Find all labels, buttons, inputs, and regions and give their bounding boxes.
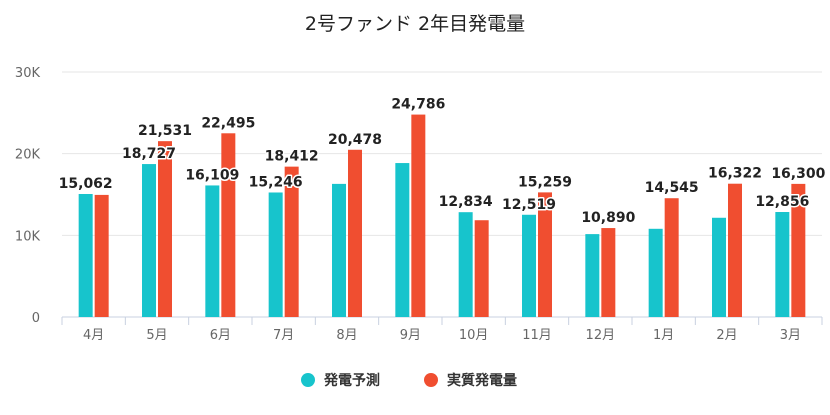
bar — [458, 212, 473, 317]
x-tick-label: 6月 — [210, 328, 231, 343]
x-tick-label: 2月 — [716, 328, 737, 343]
x-tick-label: 5月 — [146, 328, 167, 343]
bar — [332, 183, 346, 317]
data-label: 21,531 — [138, 123, 192, 139]
bar — [712, 217, 726, 317]
bar — [158, 141, 172, 317]
data-label: 16,322 — [708, 166, 762, 182]
legend-swatch — [424, 373, 438, 387]
bar — [728, 183, 742, 317]
bar — [142, 164, 156, 317]
data-label: 12,519 — [502, 197, 556, 213]
data-label: 12,856 — [755, 194, 809, 210]
x-tick-label: 12月 — [586, 328, 616, 343]
data-label: 10,890 — [581, 210, 635, 226]
bar — [601, 228, 616, 317]
data-label: 15,062 — [59, 176, 113, 192]
bar — [284, 166, 299, 317]
bar — [474, 220, 489, 317]
data-label: 18,727 — [122, 146, 176, 162]
y-tick-label: 30K — [15, 66, 41, 81]
x-tick-label: 7月 — [273, 328, 294, 343]
chart-title: 2号ファンド 2年目発電量 — [305, 13, 525, 35]
bar — [775, 212, 790, 317]
data-label: 24,786 — [391, 97, 445, 113]
legend-label: 発電予測 — [323, 372, 380, 389]
data-label: 16,109 — [185, 167, 239, 183]
bar — [78, 193, 93, 317]
bar — [221, 133, 236, 317]
x-tick-label: 3月 — [780, 328, 801, 343]
bar — [411, 114, 426, 318]
data-label: 22,495 — [201, 115, 255, 131]
data-label: 14,545 — [645, 180, 699, 196]
bar — [791, 183, 806, 317]
bar — [522, 214, 536, 317]
x-tick-label: 9月 — [400, 328, 421, 343]
bar — [94, 194, 109, 317]
x-tick-label: 4月 — [83, 328, 104, 343]
bar — [538, 192, 552, 317]
legend-item: 実質発電量 — [424, 372, 517, 389]
data-label: 18,412 — [265, 149, 319, 165]
bar — [205, 185, 220, 317]
bar — [664, 198, 679, 317]
x-tick-label: 1月 — [653, 328, 674, 343]
bar — [395, 163, 410, 317]
data-label: 15,259 — [518, 174, 572, 190]
legend-label: 実質発電量 — [447, 372, 517, 389]
bar — [648, 228, 663, 317]
x-tick-label: 8月 — [336, 328, 357, 343]
data-label: 12,834 — [439, 194, 493, 210]
bar — [268, 192, 283, 317]
data-label: 15,246 — [249, 174, 303, 190]
legend-swatch — [301, 373, 315, 387]
y-tick-label: 0 — [32, 311, 40, 326]
y-tick-label: 10K — [15, 229, 41, 244]
x-tick-label: 10月 — [459, 328, 489, 343]
legend-item: 発電予測 — [301, 372, 380, 389]
y-tick-label: 20K — [15, 148, 41, 163]
bar — [585, 234, 600, 317]
data-label: 20,478 — [328, 132, 382, 148]
data-label: 16,300 — [771, 166, 825, 182]
bar — [348, 149, 362, 317]
x-tick-label: 11月 — [522, 328, 552, 343]
